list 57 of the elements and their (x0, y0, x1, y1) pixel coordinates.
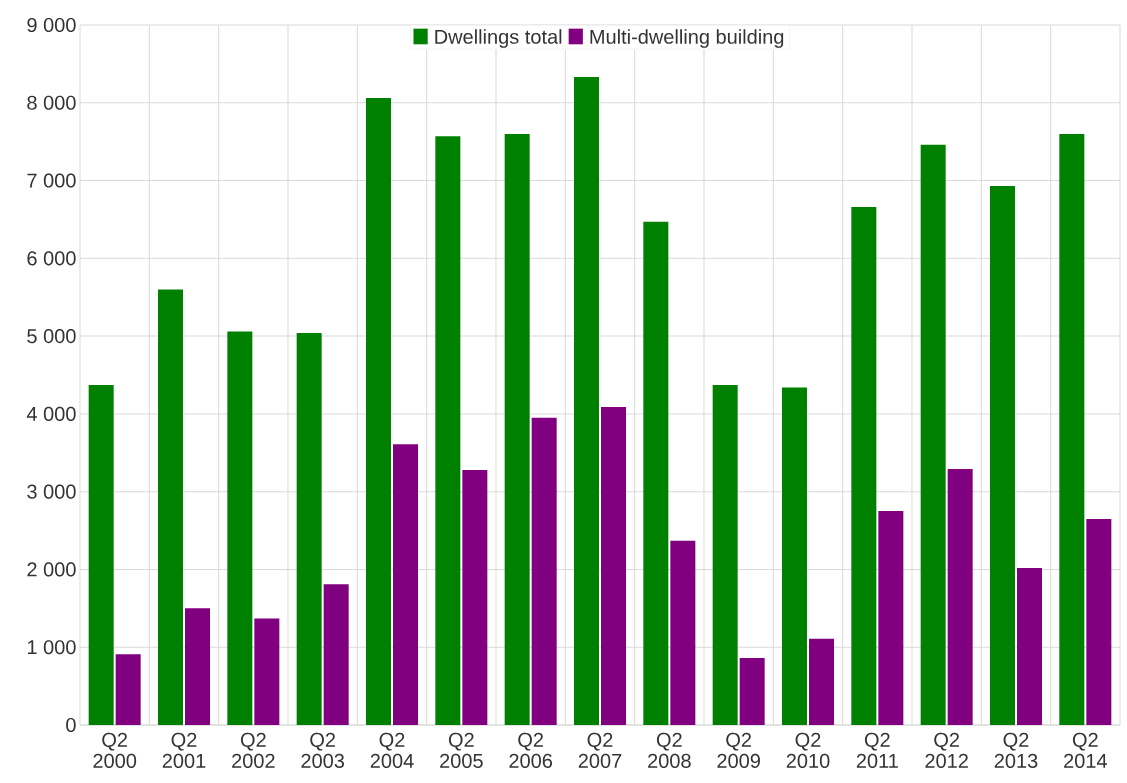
bar (531, 417, 557, 725)
bar (1059, 133, 1085, 725)
x-tick-label: Q2 2000 (93, 732, 137, 768)
bar (462, 469, 488, 725)
y-tick-label: 7 000 (27, 173, 76, 188)
bar (851, 206, 877, 725)
bar (158, 289, 184, 725)
bar (1017, 567, 1042, 725)
x-tick-label: Q2 2008 (648, 732, 691, 768)
bar (254, 618, 280, 725)
y-tick-label: 5 000 (27, 329, 76, 344)
bar (712, 385, 738, 725)
bar (393, 444, 418, 725)
x-tick-label: Q2 2004 (370, 732, 414, 768)
bar (670, 540, 696, 725)
x-tick-label: Q2 2005 (440, 732, 483, 768)
legend-label: Multi-dwelling building (590, 29, 784, 48)
bar (947, 469, 973, 725)
bar (227, 331, 253, 725)
x-tick-label: Q2 2007 (578, 732, 622, 768)
bar (435, 136, 461, 725)
x-tick-label: Q2 2014 (1064, 732, 1107, 768)
y-tick-label: 2 000 (27, 562, 76, 577)
x-tick-label: Q2 2011 (856, 732, 898, 768)
y-tick-label: 3 000 (27, 484, 76, 499)
bar (809, 638, 834, 725)
y-tick-label: 0 (66, 717, 76, 733)
y-tick-label: 9 000 (27, 17, 76, 33)
x-tick-label: Q2 2006 (509, 732, 553, 768)
bar (185, 608, 210, 725)
y-tick-label: 1 000 (27, 640, 76, 655)
bar (878, 511, 904, 725)
bar (366, 98, 392, 725)
bar (1086, 518, 1112, 725)
y-tick-label: 6 000 (27, 251, 76, 266)
bar (990, 185, 1015, 725)
x-tick-label: Q2 2001 (162, 732, 206, 768)
bar (643, 221, 669, 725)
x-tick-label: Q2 2003 (301, 732, 345, 768)
bar (739, 658, 765, 725)
bar (504, 133, 530, 725)
y-tick-label: 4 000 (26, 406, 76, 421)
bar (323, 584, 349, 725)
y-tick-label: 8 000 (27, 95, 76, 110)
bar (574, 77, 599, 725)
bar (601, 406, 626, 725)
bar (115, 654, 141, 725)
x-tick-label: Q2 2013 (994, 732, 1038, 768)
bar (782, 387, 807, 725)
x-tick-label: Q2 2009 (717, 732, 760, 768)
x-tick-label: Q2 2010 (786, 732, 830, 768)
bar (920, 144, 946, 725)
x-tick-label: Q2 2002 (232, 732, 275, 768)
bar (296, 332, 322, 725)
bar (88, 385, 114, 725)
x-tick-label: Q2 2012 (925, 732, 968, 768)
legend-label: Dwellings total (435, 29, 562, 48)
